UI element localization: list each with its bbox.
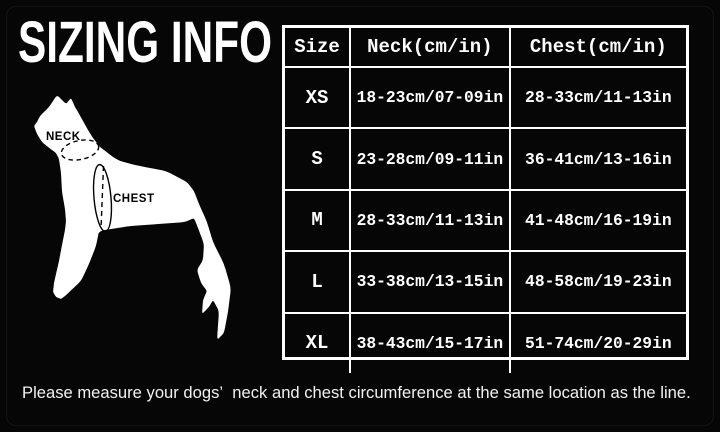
svg-text:NECK: NECK [46, 131, 81, 143]
svg-text:CHEST: CHEST [113, 193, 154, 205]
